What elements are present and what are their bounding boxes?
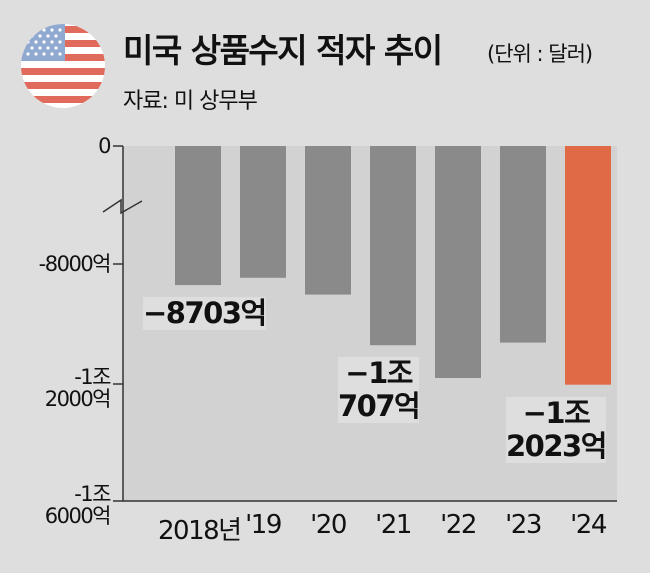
- us-flag-icon: [21, 24, 105, 108]
- bar-5: [500, 146, 546, 343]
- y-tick-label: -8000억: [38, 252, 112, 276]
- bar-0: [175, 146, 221, 286]
- x-tick-label: '24: [570, 510, 607, 540]
- x-tick-label: 2018년: [158, 516, 242, 546]
- data-label: −8703억: [143, 296, 267, 331]
- y-tick-label: -1조 6000억: [44, 482, 112, 528]
- source-label: 자료: 미 상무부: [123, 89, 258, 114]
- chart-title: 미국 상품수지 적자 추이: [123, 31, 443, 70]
- bar-4: [435, 146, 481, 378]
- bar-3: [370, 146, 416, 346]
- bar-2: [305, 146, 351, 295]
- y-tick-label: -1조 2000억: [44, 365, 112, 411]
- bar-1: [240, 146, 286, 278]
- x-tick-label: '22: [440, 510, 477, 540]
- y-tick-label: 0: [98, 134, 111, 158]
- x-tick-label: '19: [245, 510, 282, 540]
- bar-6: [565, 146, 611, 385]
- x-tick-label: '21: [375, 510, 412, 540]
- data-label: −1조 2023억: [506, 395, 607, 463]
- unit-label: (단위 : 달러): [487, 42, 593, 66]
- data-label: −1조 707억: [338, 356, 421, 424]
- axis-break-mark: [102, 198, 143, 215]
- x-tick-label: '20: [310, 510, 347, 540]
- x-tick-label: '23: [505, 510, 542, 540]
